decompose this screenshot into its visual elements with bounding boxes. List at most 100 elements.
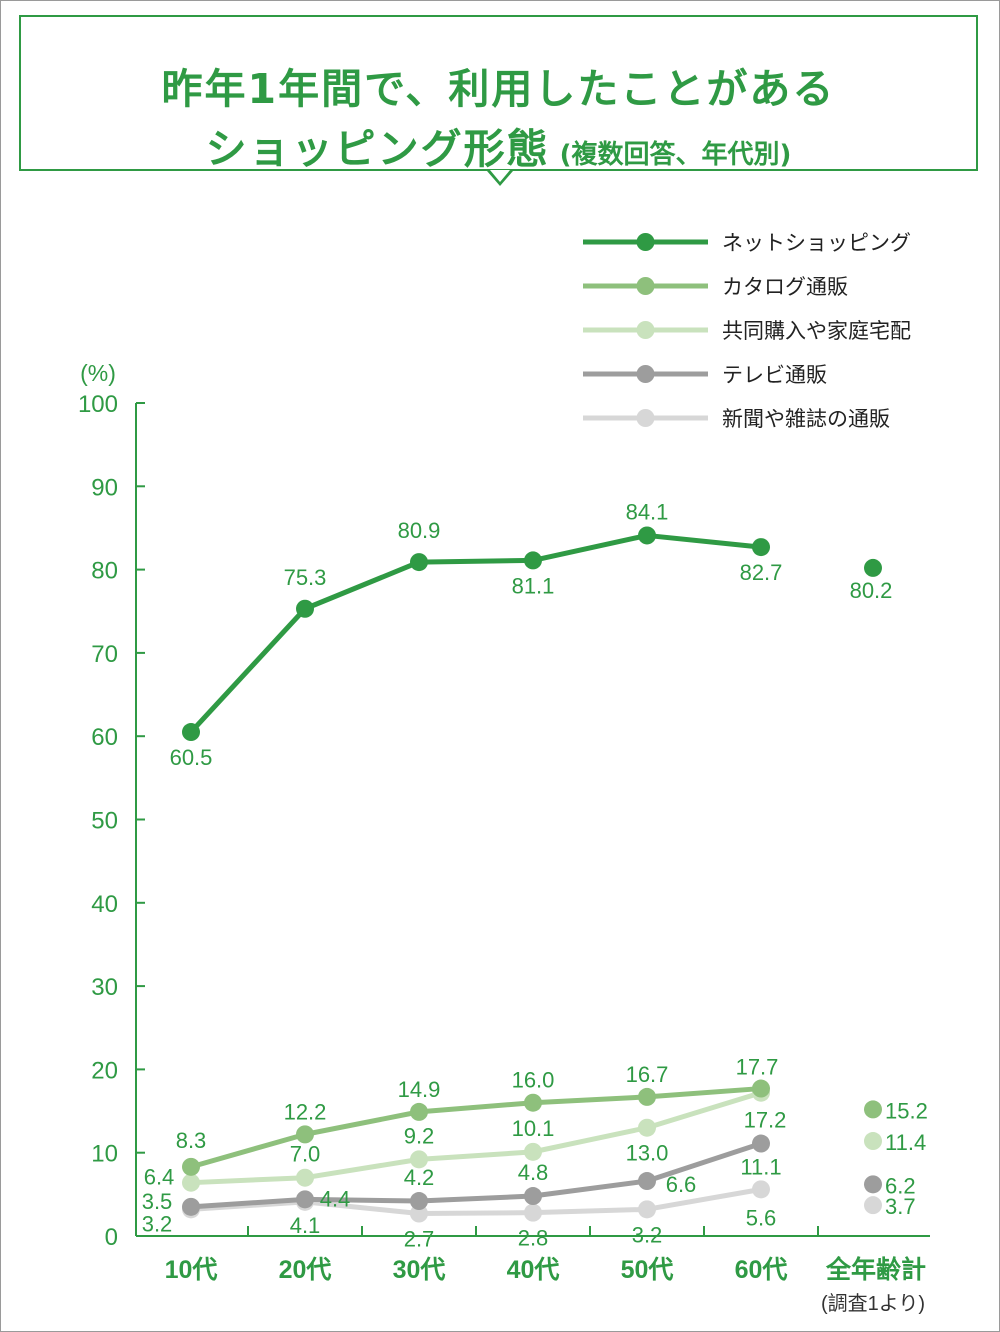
data-point [296,1190,314,1209]
data-label: 10.1 [512,1116,555,1141]
chart-title-main: ショッピング形態 [205,125,550,173]
y-tick-label: 90 [91,474,118,501]
data-point [296,1168,314,1187]
data-label: 8.3 [176,1128,207,1153]
data-label: 4.8 [518,1160,549,1185]
total-label: 80.2 [850,578,893,603]
x-tick-label: 60代 [735,1256,788,1284]
data-point [752,538,770,557]
legend-label: テレビ通販 [722,364,827,387]
data-point [638,1200,656,1219]
x-tick-label-total: 全年齢計 [825,1255,926,1284]
data-point [638,1118,656,1137]
data-label: 2.7 [404,1227,435,1252]
y-tick-label: 30 [91,974,118,1001]
data-point [638,1172,656,1191]
title-box: 昨年1年間で、利用したことがある ショッピング形態 (複数回答、年代別) [19,15,978,173]
data-label: 4.2 [404,1165,435,1190]
x-tick-label: 30代 [393,1256,446,1284]
total-point [864,1196,882,1215]
data-point [752,1134,770,1153]
y-tick-label: 10 [91,1141,118,1168]
y-tick-label: 20 [91,1057,118,1084]
data-point [524,1203,542,1222]
data-label: 3.2 [632,1222,663,1247]
y-tick-label: 60 [91,724,118,751]
data-point [182,1173,200,1192]
data-label: 2.8 [518,1226,549,1251]
data-point [182,1157,200,1176]
data-label: 82.7 [740,560,783,585]
total-label: 6.2 [885,1173,916,1198]
data-point [752,1079,770,1098]
data-point [524,551,542,570]
legend-label: ネットショッピング [722,232,911,255]
data-label: 7.0 [290,1142,321,1167]
data-point [410,1150,428,1169]
data-label: 14.9 [398,1077,441,1102]
data-label: 84.1 [626,499,669,524]
data-point [296,1125,314,1144]
data-point [296,599,314,618]
y-tick-label: 100 [78,391,118,418]
y-tick-label: 40 [91,891,118,918]
data-label: 80.9 [398,518,441,543]
legend-marker [636,233,655,251]
total-label: 11.4 [885,1130,926,1155]
chart-subtitle: (複数回答、年代別) [559,140,792,170]
title-pointer-inner [490,170,510,182]
chart-title-line2: ショッピング形態 (複数回答、年代別) [21,115,976,175]
y-unit-label: (%) [80,360,116,386]
data-label: 75.3 [284,565,327,590]
data-point [524,1142,542,1161]
data-label: 11.1 [740,1155,781,1180]
y-tick-label: 80 [91,558,118,585]
data-label: 6.4 [144,1165,175,1190]
data-label: 16.0 [512,1068,555,1093]
data-label: 12.2 [284,1099,327,1124]
data-point [182,723,200,742]
x-tick-label: 40代 [507,1256,560,1284]
data-label: 16.7 [626,1062,669,1087]
total-note: (調査1より) [821,1292,925,1315]
data-point [410,1204,428,1223]
total-point [864,1132,882,1151]
data-label: 5.6 [746,1205,777,1230]
legend-marker [636,277,655,295]
legend-label: カタログ通販 [722,276,848,299]
data-label: 81.1 [512,573,555,598]
legend-marker [636,365,655,383]
series-line-2 [190,1086,762,1170]
x-tick-label: 20代 [279,1256,332,1284]
data-label: 4.1 [290,1213,321,1238]
data-point [410,553,428,572]
data-point [524,1093,542,1112]
data-point [410,1192,428,1211]
legend-label: 新聞や雑誌の通販 [722,408,890,431]
y-tick-label: 70 [91,641,118,668]
data-point [638,1087,656,1106]
data-label: 9.2 [404,1123,435,1148]
total-label: 3.7 [885,1194,916,1219]
data-point [524,1187,542,1206]
series-line-3 [190,1090,762,1186]
data-label: 3.5 [142,1189,173,1214]
data-point [182,1197,200,1216]
total-point [864,1175,882,1194]
x-tick-label: 50代 [621,1256,674,1284]
data-label: 6.6 [666,1172,697,1197]
series-line-4 [190,1141,762,1210]
chart-title: 昨年1年間で、利用したことがある [161,65,836,113]
data-point [410,1102,428,1121]
legend-label: 共同購入や家庭宅配 [722,320,911,343]
total-label: 15.2 [885,1098,928,1123]
legend-marker [636,409,655,427]
y-tick-label: 50 [91,808,118,835]
data-label: 60.5 [170,745,213,770]
data-label: 4.4 [320,1186,351,1211]
data-label: 13.0 [626,1141,669,1166]
data-label: 17.7 [736,1055,779,1080]
total-point [864,558,882,577]
